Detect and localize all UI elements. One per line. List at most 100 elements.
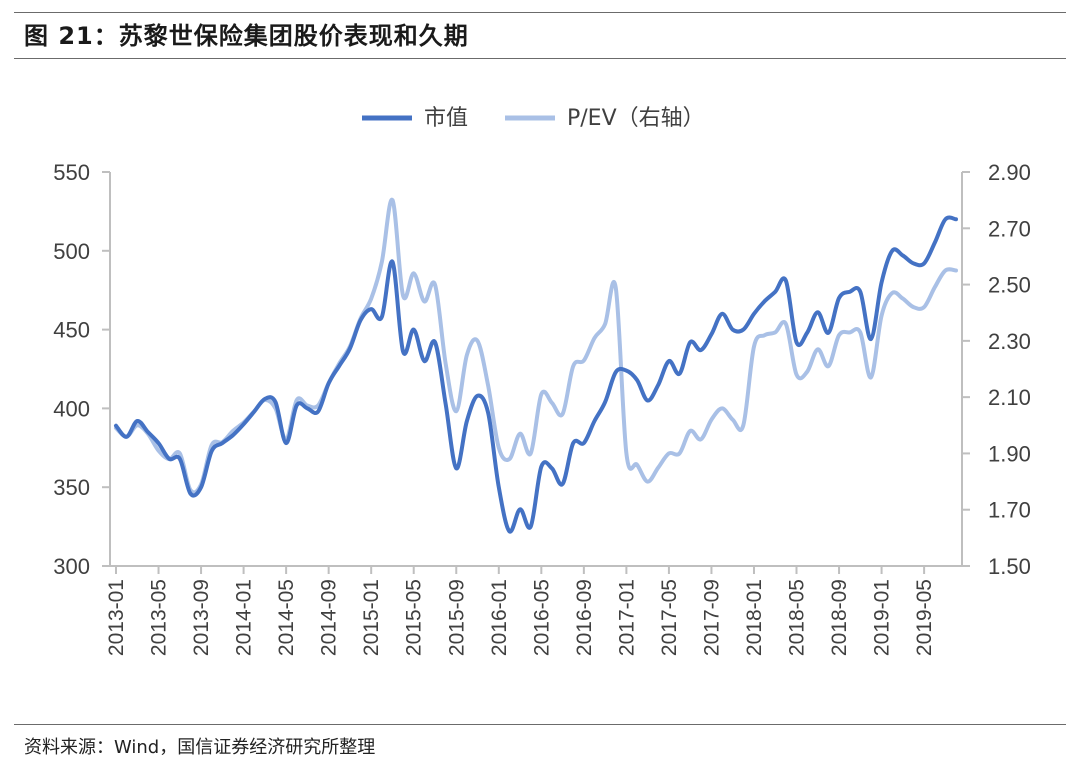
data-point-market-cap [954, 217, 958, 221]
data-point-market-cap [773, 290, 777, 294]
x-axis-tick-label: 2014-01 [233, 579, 256, 656]
data-point-pev [731, 418, 735, 422]
data-point-market-cap [497, 485, 501, 489]
data-point-pev [784, 322, 788, 326]
data-point-pev [880, 314, 884, 318]
data-point-pev [465, 353, 469, 357]
data-point-pev [518, 432, 522, 436]
data-point-pev [795, 373, 799, 377]
data-point-pev [550, 401, 554, 405]
data-point-market-cap [433, 340, 437, 344]
data-point-market-cap [146, 430, 150, 434]
data-point-pev [603, 322, 607, 326]
stock-performance-chart: 市值 P/EV（右轴） 300 350 400 450 500 550 1.50 1.70 1.… [53, 106, 1031, 656]
right-axis-tick-label: 2.10 [988, 385, 1031, 410]
x-axis-tick-label: 2017-09 [700, 579, 723, 656]
source-note: 资料来源：Wind，国信证券经济研究所整理 [24, 737, 376, 758]
x-axis-tick-label: 2018-09 [828, 579, 851, 656]
right-axis-tick-label: 2.70 [988, 216, 1031, 241]
source-top-rule [14, 724, 1066, 725]
data-point-market-cap [337, 364, 341, 368]
data-point-market-cap [678, 372, 682, 376]
x-axis-tick-label: 2014-09 [318, 579, 341, 656]
data-point-pev [571, 364, 575, 368]
left-axis-tick-label: 550 [53, 160, 90, 185]
data-point-pev [901, 297, 905, 301]
data-point-pev [444, 361, 448, 365]
legend-label-pev: P/EV（右轴） [567, 106, 705, 131]
data-point-market-cap [539, 465, 543, 469]
data-point-pev [614, 285, 618, 289]
data-point-pev [741, 423, 745, 427]
data-point-market-cap [614, 370, 618, 374]
data-point-market-cap [795, 340, 799, 344]
data-point-pev [369, 297, 373, 301]
data-point-market-cap [369, 307, 373, 311]
data-point-pev [858, 330, 862, 334]
data-point-market-cap [114, 424, 118, 428]
x-axis-tick-label: 2013-01 [105, 579, 128, 656]
data-point-market-cap [529, 525, 533, 529]
data-point-market-cap [848, 290, 852, 294]
data-point-market-cap [284, 441, 288, 445]
title-bottom-rule [14, 58, 1066, 59]
x-axis-tick-label: 2018-01 [743, 579, 766, 656]
x-axis-tick-label: 2019-05 [913, 579, 936, 656]
data-point-pev [667, 451, 671, 455]
data-point-pev [401, 294, 405, 298]
data-point-market-cap [476, 394, 480, 398]
x-axis-tick-label: 2013-09 [190, 579, 213, 656]
data-point-pev [837, 333, 841, 337]
data-point-pev [869, 375, 873, 379]
data-point-market-cap [273, 400, 277, 404]
data-point-market-cap [316, 410, 320, 414]
data-point-pev [699, 437, 703, 441]
data-point-market-cap [178, 457, 182, 461]
data-point-market-cap [943, 217, 947, 221]
data-point-market-cap [816, 310, 820, 314]
data-point-market-cap [157, 441, 161, 445]
x-axis-tick-label: 2016-05 [530, 579, 553, 656]
x-axis-tick-label: 2017-01 [615, 579, 638, 656]
figure-title: 图 21：苏黎世保险集团股价表现和久期 [24, 22, 469, 50]
chart-axes: 300 350 400 450 500 550 1.50 1.70 1.90 2.10 2.30 2.… [53, 160, 1031, 656]
data-point-market-cap [603, 400, 607, 404]
data-point-pev [688, 429, 692, 433]
data-point-pev [624, 451, 628, 455]
data-point-pev [943, 269, 947, 273]
data-point-pev [763, 333, 767, 337]
x-axis-tick-label: 2015-05 [403, 579, 426, 656]
data-point-pev [486, 384, 490, 388]
data-point-market-cap [231, 433, 235, 437]
data-point-market-cap [305, 406, 309, 410]
right-axis-tick-label: 1.90 [988, 441, 1031, 466]
data-point-market-cap [242, 422, 246, 426]
data-point-pev [529, 451, 533, 455]
data-point-market-cap [741, 328, 745, 332]
data-point-market-cap [784, 279, 788, 283]
data-point-market-cap [390, 260, 394, 264]
data-point-market-cap [454, 466, 458, 470]
data-point-pev [720, 406, 724, 410]
data-point-pev [709, 418, 713, 422]
series-line-pev [114, 198, 958, 495]
data-point-market-cap [220, 441, 224, 445]
data-point-market-cap [295, 403, 299, 407]
data-point-pev [678, 451, 682, 455]
data-point-market-cap [656, 383, 660, 387]
data-point-market-cap [465, 419, 469, 423]
data-point-market-cap [858, 290, 862, 294]
x-axis-tick-label: 2017-05 [658, 579, 681, 656]
data-point-market-cap [561, 482, 565, 486]
data-point-market-cap [880, 280, 884, 284]
data-point-market-cap [210, 449, 214, 453]
data-point-market-cap [720, 312, 724, 316]
data-point-market-cap [550, 466, 554, 470]
data-point-market-cap [167, 457, 171, 461]
data-point-pev [646, 480, 650, 484]
data-point-market-cap [752, 312, 756, 316]
data-point-pev [561, 412, 565, 416]
data-point-pev [390, 198, 394, 202]
data-point-market-cap [199, 485, 203, 489]
data-point-market-cap [624, 369, 628, 373]
